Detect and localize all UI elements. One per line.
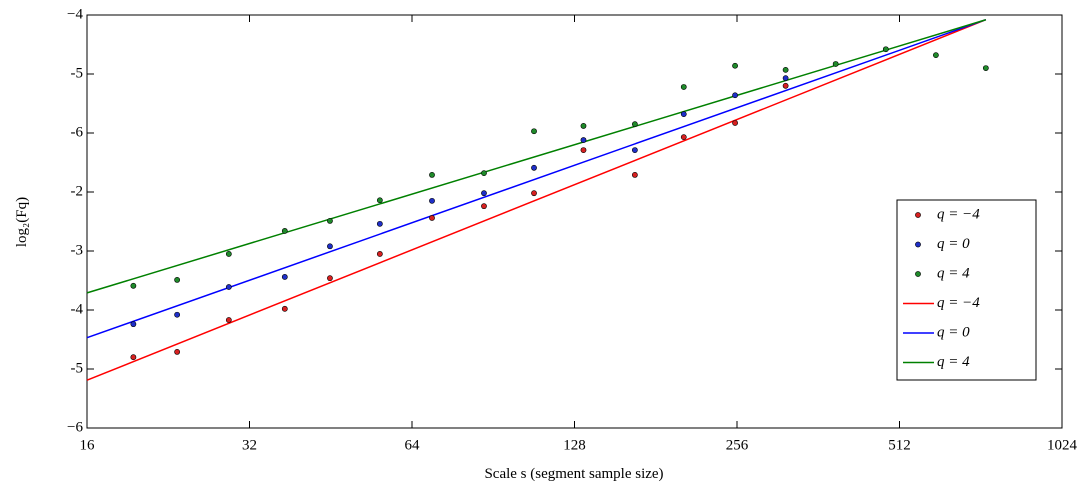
data-point (225, 284, 232, 290)
data-point (580, 147, 587, 154)
legend-label: q = 0 (937, 324, 970, 340)
fit-line (86, 19, 987, 294)
data-point (531, 190, 537, 197)
data-point (580, 123, 587, 129)
data-point (782, 82, 789, 89)
data-point (732, 92, 738, 99)
data-point (327, 275, 333, 282)
data-point (429, 197, 435, 204)
data-point (732, 120, 738, 126)
y-tick-label: -5 (71, 65, 84, 81)
x-tick-label: 16 (80, 437, 96, 453)
data-point (327, 243, 333, 250)
data-point (631, 147, 638, 154)
fit-line (86, 19, 987, 339)
data-point (481, 170, 487, 177)
data-point (631, 171, 638, 178)
data-point (732, 62, 738, 69)
y-tick-label: −6 (67, 419, 83, 435)
data-point (281, 274, 288, 280)
data-point (680, 84, 687, 90)
y-tick-label: -3 (71, 242, 84, 258)
x-tick-label: 1024 (1047, 437, 1078, 453)
data-point (832, 61, 839, 67)
x-tick-label: 32 (242, 437, 257, 453)
legend-label: q = −4 (937, 206, 980, 222)
data-point (174, 348, 181, 355)
legend-swatch (915, 212, 921, 218)
x-axis-label: Scale s (segment sample size) (484, 466, 663, 482)
x-tick-label: 128 (563, 437, 586, 453)
data-point (174, 277, 181, 283)
legend-label: q = 4 (937, 354, 970, 370)
data-point (631, 121, 638, 128)
data-point (933, 52, 939, 59)
legend-label: q = 0 (937, 236, 970, 252)
data-point (882, 46, 889, 53)
data-point (531, 128, 537, 135)
legend-swatch (915, 271, 921, 277)
x-tick-label: 64 (405, 437, 421, 453)
y-tick-label: -5 (71, 360, 84, 376)
y-tick-label: -4 (71, 301, 84, 317)
data-point (376, 220, 383, 227)
legend-box (896, 199, 1037, 381)
data-point (281, 305, 288, 312)
data-point (481, 190, 487, 197)
x-tick-label: 512 (888, 437, 911, 453)
legend-label: q = 4 (937, 265, 970, 281)
y-tick-label: -6 (71, 124, 84, 140)
data-point (782, 66, 789, 73)
data-point (225, 317, 232, 323)
data-point (680, 134, 687, 141)
data-point (481, 203, 487, 210)
y-tick-label: -2 (71, 183, 84, 199)
y-axis-label: log₂(Fq) (14, 197, 30, 247)
data-point (327, 218, 333, 224)
data-point (429, 215, 435, 221)
fit-line (86, 19, 987, 381)
data-point (531, 164, 537, 171)
data-point (130, 354, 137, 361)
legend-swatch (915, 241, 921, 248)
data-point (376, 197, 383, 204)
data-point (680, 111, 687, 118)
data-point (225, 251, 232, 257)
data-point (982, 65, 989, 71)
data-point (174, 311, 181, 318)
x-tick-label: 256 (726, 437, 749, 453)
legend-label: q = −4 (937, 295, 980, 311)
data-point (130, 282, 137, 289)
data-point (376, 251, 383, 257)
data-point (281, 228, 288, 234)
y-tick-label: −4 (67, 6, 83, 22)
data-point (429, 171, 435, 178)
data-point (580, 137, 587, 143)
data-point (130, 321, 137, 328)
data-point (782, 75, 789, 82)
